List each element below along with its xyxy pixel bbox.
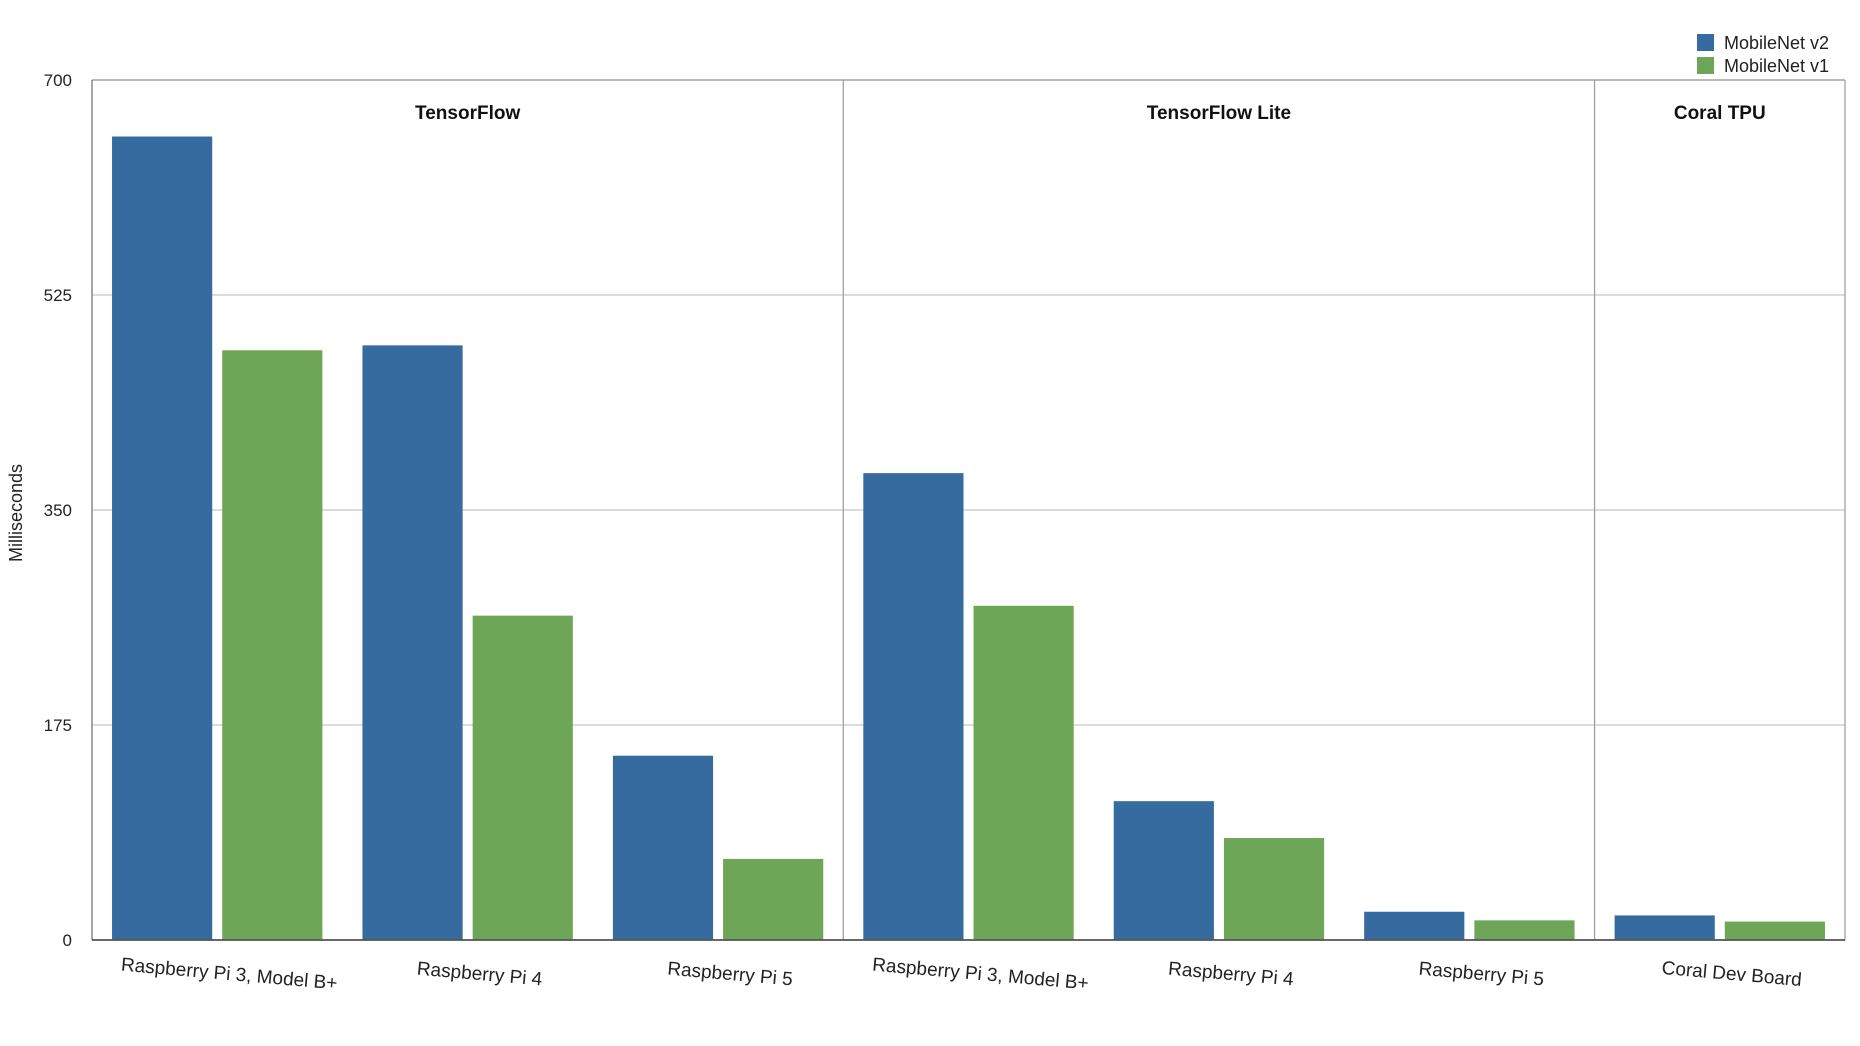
y-axis-title: Milliseconds — [6, 464, 26, 562]
y-tick-label: 700 — [44, 71, 72, 90]
group-separators — [842, 80, 1596, 940]
y-tick-label: 0 — [63, 931, 72, 950]
group-label: TensorFlow — [415, 103, 520, 124]
bar-mobilenet-v2 — [362, 345, 463, 940]
x-tick-label: Raspberry Pi 5 — [667, 959, 794, 991]
group-label: TensorFlow Lite — [1147, 103, 1291, 124]
bar-mobilenet-v1 — [723, 858, 824, 940]
x-tick-label: Raspberry Pi 4 — [416, 959, 543, 991]
x-tick-label: Raspberry Pi 3, Model B+ — [871, 955, 1089, 995]
bar-mobilenet-v2 — [612, 755, 714, 940]
y-tick-label: 525 — [44, 286, 72, 305]
x-tick-label: Coral Dev Board — [1661, 958, 1803, 991]
bar-mobilenet-v2 — [1614, 915, 1715, 940]
bar-mobilenet-v2 — [1113, 801, 1214, 940]
bar-mobilenet-v2 — [863, 473, 964, 940]
y-tick-label: 350 — [44, 501, 72, 520]
bar-mobilenet-v1 — [222, 350, 323, 940]
bar-mobilenet-v1 — [1474, 920, 1575, 940]
y-tick-label: 175 — [44, 716, 72, 735]
group-label: Coral TPU — [1674, 103, 1766, 124]
bar-mobilenet-v2 — [112, 136, 213, 940]
legend-label: MobileNet v2 — [1724, 33, 1829, 53]
axis-layer — [91, 79, 1846, 941]
bars-layer — [112, 136, 1825, 940]
legend-label: MobileNet v1 — [1724, 56, 1829, 76]
bar-mobilenet-v1 — [1724, 921, 1825, 940]
bar-mobilenet-v1 — [1223, 838, 1325, 940]
x-tick-label: Raspberry Pi 3, Model B+ — [120, 955, 338, 995]
bar-mobilenet-v1 — [472, 615, 573, 940]
legend-swatch — [1697, 57, 1714, 74]
grid-layer — [92, 79, 1845, 941]
x-tick-label: Raspberry Pi 4 — [1167, 959, 1294, 991]
legend: MobileNet v2 MobileNet v1 — [1697, 33, 1829, 76]
legend-swatch — [1697, 34, 1714, 51]
bar-mobilenet-v1 — [973, 605, 1074, 940]
x-tick-label: Raspberry Pi 5 — [1418, 959, 1545, 991]
bar-mobilenet-v2 — [1364, 911, 1465, 940]
